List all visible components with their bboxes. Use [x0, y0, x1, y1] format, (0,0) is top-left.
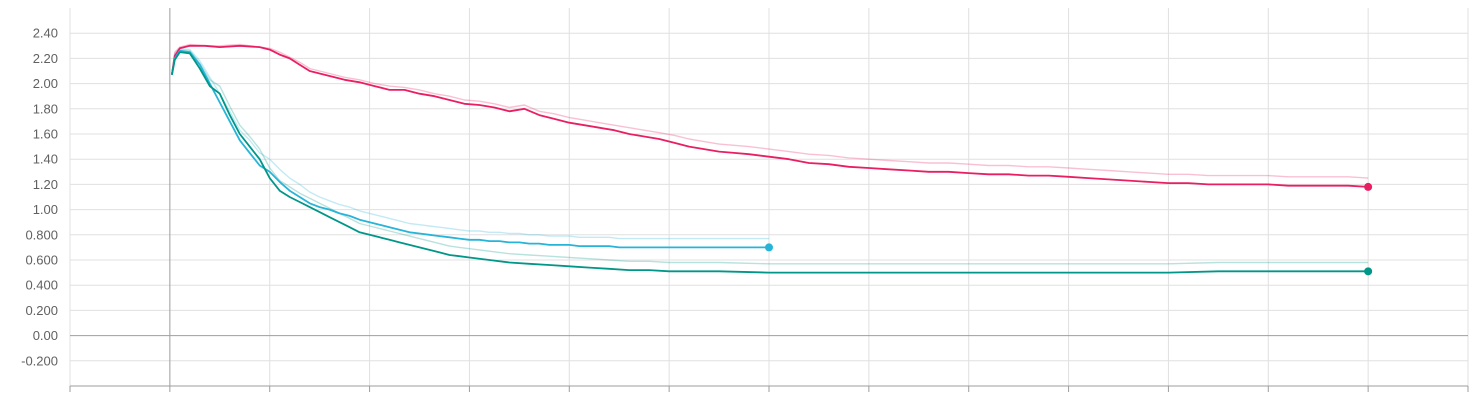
- y-gridlines: [70, 32, 1468, 362]
- y-tick-label: 1.20: [33, 177, 58, 192]
- y-tick-label: 1.60: [33, 127, 58, 142]
- series-layer: [171, 43, 1369, 274]
- y-tick-label: 0.00: [33, 328, 58, 343]
- series-1-raw-line: [171, 47, 769, 240]
- y-tick-label: 0.400: [25, 278, 58, 293]
- series-0-smoothed-line: [171, 44, 1369, 188]
- y-tick-label: 1.40: [33, 152, 58, 167]
- y-tick-label: 0.800: [25, 227, 58, 242]
- endpoint-layer: [765, 182, 1373, 276]
- y-tick-label: 2.00: [33, 76, 58, 91]
- series-endpoint-marker: [765, 243, 773, 252]
- y-tick-label: 2.20: [33, 51, 58, 66]
- y-tick-label: 2.40: [33, 26, 58, 41]
- y-tick-label: 1.00: [33, 202, 58, 217]
- x-gridlines: [69, 8, 1469, 386]
- y-axis-tick-labels: 2.40 2.20 2.00 1.80 1.60 1.40 1.20 1.00 0.800 0.6…: [21, 26, 58, 369]
- y-tick-label: 1.80: [33, 101, 58, 116]
- series-1-smoothed-line: [171, 49, 769, 249]
- series-2-raw-line: [171, 48, 1369, 265]
- y-tick-label: 0.200: [25, 303, 58, 318]
- series-0-raw-line: [171, 43, 1369, 179]
- series-endpoint-marker: [1364, 182, 1373, 191]
- y-tick-label: -0.200: [21, 353, 58, 368]
- y-tick-label: 0.600: [25, 253, 58, 268]
- series-endpoint-marker: [1364, 267, 1373, 276]
- series-2-smoothed-line: [171, 51, 1369, 274]
- x-axis-ticks: [69, 386, 1469, 392]
